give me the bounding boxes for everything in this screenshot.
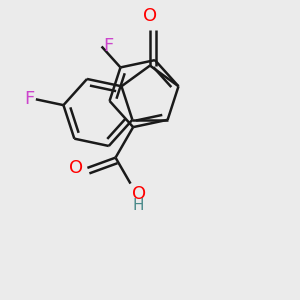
- Text: O: O: [143, 8, 157, 26]
- Text: F: F: [24, 90, 34, 108]
- Text: F: F: [103, 38, 113, 56]
- Text: O: O: [132, 185, 146, 203]
- Text: H: H: [133, 198, 144, 213]
- Text: O: O: [69, 159, 83, 177]
